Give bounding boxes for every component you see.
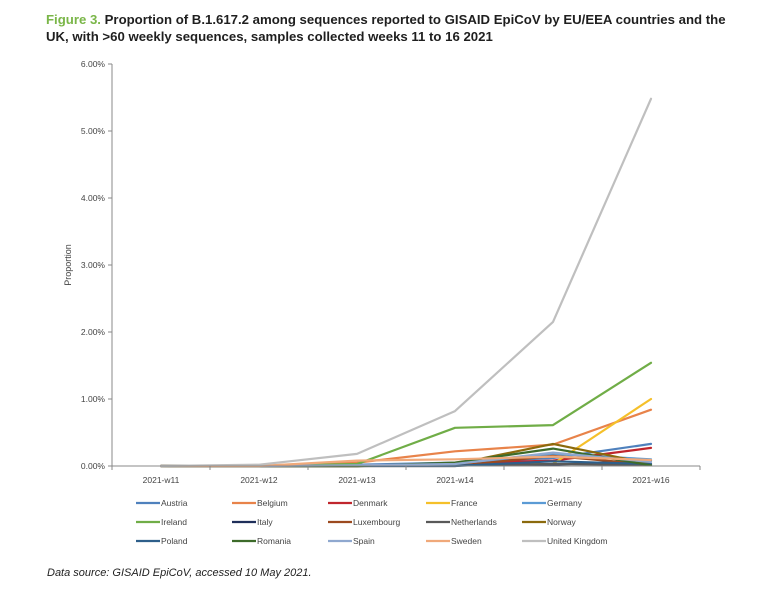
figure-title-text: Proportion of B.1.617.2 among sequences … — [46, 12, 726, 44]
x-tick-label: 2021-w14 — [436, 475, 474, 485]
legend-label: Austria — [161, 498, 188, 508]
legend-label: Luxembourg — [353, 517, 401, 527]
y-tick-label: 2.00% — [81, 327, 106, 337]
legend-item-ireland: Ireland — [136, 517, 187, 527]
legend-label: Italy — [257, 517, 273, 527]
legend-item-italy: Italy — [232, 517, 273, 527]
x-tick-label: 2021-w15 — [534, 475, 572, 485]
y-tick-label: 5.00% — [81, 126, 106, 136]
legend-label: Germany — [547, 498, 583, 508]
legend-item-norway: Norway — [522, 517, 577, 527]
legend-label: Spain — [353, 536, 375, 546]
legend-item-poland: Poland — [136, 536, 188, 546]
x-tick-label: 2021-w13 — [338, 475, 376, 485]
x-axis: 2021-w11 2021-w12 2021-w13 2021-w14 2021-w15… — [111, 465, 701, 485]
legend-item-germany: Germany — [522, 498, 583, 508]
legend-item-austria: Austria — [136, 498, 188, 508]
y-tick-label: 3.00% — [81, 260, 106, 270]
legend-item-netherlands: Netherlands — [426, 517, 497, 527]
x-tick-label: 2021-w11 — [143, 475, 180, 485]
legend-label: United Kingdom — [547, 536, 607, 546]
y-tick-label: 6.00% — [81, 59, 106, 69]
series-line-united-kingdom — [159, 97, 653, 468]
legend-item-spain: Spain — [328, 536, 375, 546]
legend-label: Belgium — [257, 498, 288, 508]
legend-item-romania: Romania — [232, 536, 291, 546]
x-tick-label: 2021-w16 — [632, 475, 670, 485]
figure-label: Figure 3. — [46, 12, 101, 27]
plot-lines — [159, 97, 653, 468]
legend-label: Romania — [257, 536, 291, 546]
y-tick-label: 1.00% — [81, 394, 106, 404]
legend-label: Sweden — [451, 536, 482, 546]
legend-label: Denmark — [353, 498, 388, 508]
figure-title: Figure 3. Proportion of B.1.617.2 among … — [46, 11, 736, 45]
legend-label: Norway — [547, 517, 577, 527]
legend-label: Ireland — [161, 517, 187, 527]
y-axis: 0.00% 1.00% 2.00% 3.00% 4.00% 5.00% 6.00% — [81, 59, 113, 471]
legend: Austria Belgium Denmark France Germany Irelan… — [136, 498, 607, 546]
legend-label: Netherlands — [451, 517, 497, 527]
legend-item-sweden: Sweden — [426, 536, 482, 546]
legend-item-luxembourg: Luxembourg — [328, 517, 401, 527]
legend-item-denmark: Denmark — [328, 498, 388, 508]
legend-label: Poland — [161, 536, 188, 546]
y-axis-title: Proportion — [63, 244, 73, 286]
legend-item-france: France — [426, 498, 478, 508]
y-tick-label: 0.00% — [81, 461, 106, 471]
legend-label: France — [451, 498, 478, 508]
legend-item-united-kingdom: United Kingdom — [522, 536, 607, 546]
legend-item-belgium: Belgium — [232, 498, 288, 508]
x-tick-label: 2021-w12 — [240, 475, 278, 485]
y-tick-label: 4.00% — [81, 193, 106, 203]
series-line-ireland — [159, 361, 653, 468]
data-source-note: Data source: GISAID EpiCoV, accessed 10 … — [47, 567, 312, 579]
